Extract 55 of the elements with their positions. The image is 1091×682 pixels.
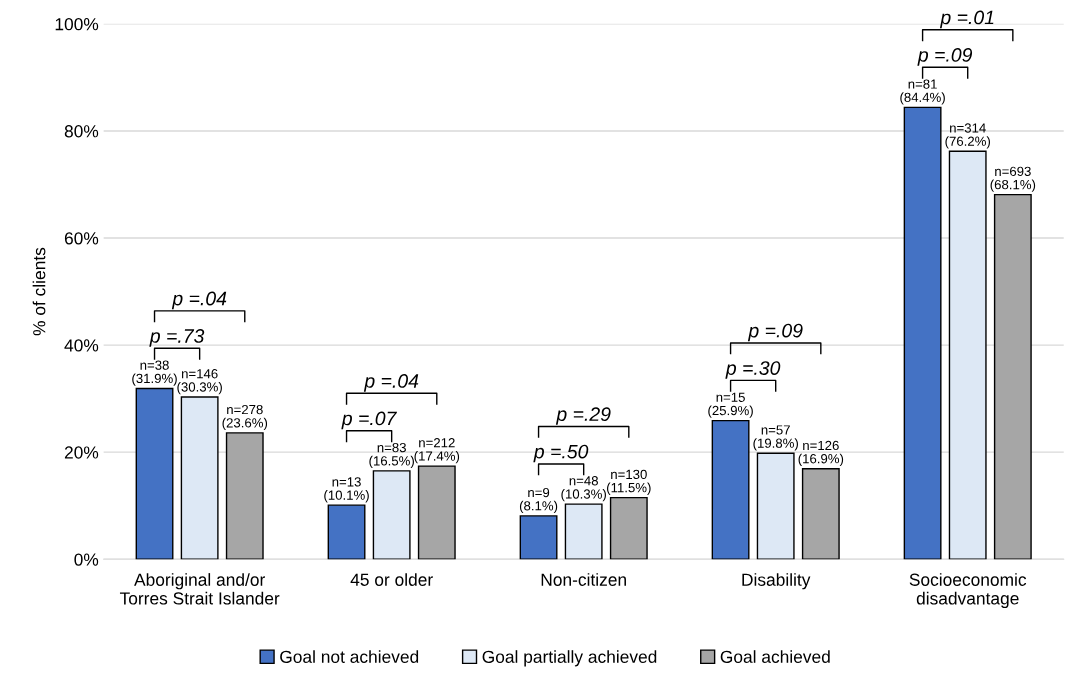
bar [417,465,456,560]
data-label: n=212 (17.4%) [414,438,460,464]
data-label: n=126 (16.9%) [798,440,844,466]
bar [327,504,366,560]
data-label: n=9 (8.1%) [519,487,558,514]
bar [993,193,1032,560]
bar [756,452,795,560]
bar [711,419,750,560]
x-tick-label: Disability [742,573,811,590]
x-tick-label: 45 or older [350,573,433,586]
annotation: p =.30 [725,361,781,379]
bar [609,496,648,560]
legend-label: Goal not achieved [280,650,419,663]
data-label: n=15 (25.9%) [708,392,753,418]
annotation: p =.73 [149,329,205,347]
annotation: p =.29 [555,407,611,425]
legend-label: Goal partially achieved [482,650,657,667]
bar [903,106,942,560]
x-tick-label: Non-citizen [541,573,626,586]
bar [564,503,603,560]
data-label: n=83 (16.5%) [369,442,414,469]
legend-label: Goal achieved [720,650,830,663]
data-label: n=81 (84.4%) [900,79,945,105]
y-tick-label: 0% [74,553,99,566]
x-tick-label: Socioeconomic disadvantage [909,573,1027,609]
bar [801,468,840,560]
annotation: p =.07 [341,411,398,430]
y-tick-label: 60% [64,232,99,245]
y-tick-label: 20% [64,446,99,459]
data-label: n=693 (68.1%) [990,166,1036,192]
bar [180,396,219,560]
y-tick-label: 100% [55,18,99,31]
data-label: n=130 (11.5%) [607,469,651,495]
annotation: p =.50 [533,444,589,463]
y-tick-label: 40% [64,339,99,352]
data-label: n=38 (31.9%) [132,360,177,386]
annotation: p =.04 [363,374,419,392]
bar [519,515,558,560]
data-label: n=48 (10.3%) [561,476,606,502]
data-label: n=314 (76.2%) [945,123,990,149]
data-label: n=278 (23.6%) [222,404,268,431]
annotation: p =.09 [917,48,973,66]
annotation: p =.09 [747,323,803,342]
bar [135,387,174,560]
bar [948,150,987,560]
annotation: p =.01 [939,10,994,29]
x-tick-label: Aboriginal and/or Torres Strait Islander [119,573,280,605]
annotation: p =.04 [171,291,227,310]
y-axis-title: % of clients [32,247,46,336]
bar [372,470,411,560]
data-label: n=13 (10.1%) [324,477,369,503]
data-label: n=57 (19.8%) [753,425,798,451]
data-label: n=146 (30.3%) [177,369,222,395]
bar [225,432,264,560]
y-tick-label: 80% [64,125,99,138]
